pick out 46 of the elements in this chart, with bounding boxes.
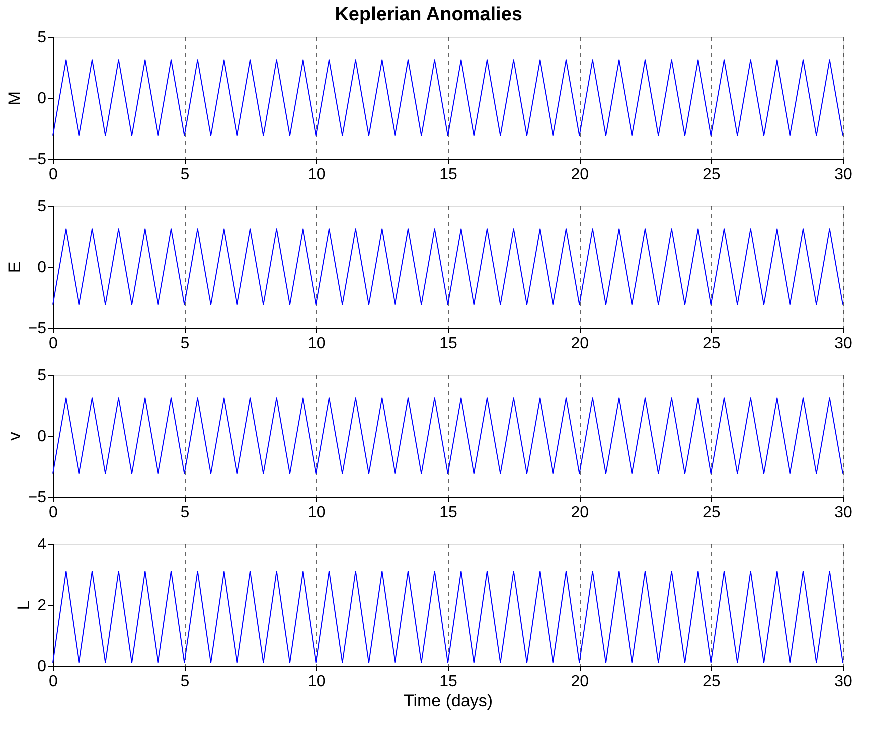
y-tick-label: −5 [28,490,47,506]
x-tick-label: 25 [702,674,721,690]
x-tick-label: 15 [440,674,458,690]
x-tick-label: 20 [571,674,590,690]
x-tick-label: 30 [834,336,852,352]
x-tick-label: 5 [180,504,190,522]
chart-title: Keplerian Anomalies [335,4,522,26]
x-tick-label: 20 [571,166,590,184]
x-tick-label: 0 [49,504,58,522]
y-tick-label: 4 [38,536,47,554]
x-tick-label: 25 [702,336,721,352]
x-tick-label: 25 [702,166,721,184]
y-axis-title: L [14,600,34,610]
x-tick-label: 30 [834,166,852,184]
y-axis-title: E [5,262,24,274]
x-tick-label: 20 [571,504,590,522]
y-axis-title: v [5,432,24,441]
y-tick-label: 5 [38,30,47,46]
x-tick-label: 10 [308,166,326,184]
y-axis-title: M [5,91,24,106]
x-axis-title: Time (days) [404,692,494,710]
y-tick-label: 5 [38,198,47,216]
x-tick-label: 10 [308,504,326,522]
x-tick-label: 30 [834,504,852,522]
x-tick-label: 5 [180,166,190,184]
x-tick-label: 25 [702,504,721,522]
y-tick-label: −5 [28,152,47,168]
x-tick-label: 5 [180,336,190,352]
x-tick-label: 0 [49,166,58,184]
x-tick-label: 0 [49,336,58,352]
y-tick-label: 0 [38,428,47,446]
x-tick-label: 15 [440,336,458,352]
y-tick-label: 0 [38,260,47,276]
x-tick-label: 15 [440,504,458,522]
y-tick-label: 0 [38,658,47,676]
y-tick-label: 0 [38,90,47,108]
x-tick-label: 5 [180,674,190,690]
x-tick-label: 30 [834,674,852,690]
x-tick-label: 15 [440,166,458,184]
x-tick-label: 10 [308,336,326,352]
x-tick-label: 0 [49,674,58,690]
x-tick-label: 10 [308,674,326,690]
y-tick-label: −5 [28,320,47,338]
y-tick-label: 5 [38,368,47,384]
y-tick-label: 2 [38,598,47,614]
x-tick-label: 20 [571,336,590,352]
